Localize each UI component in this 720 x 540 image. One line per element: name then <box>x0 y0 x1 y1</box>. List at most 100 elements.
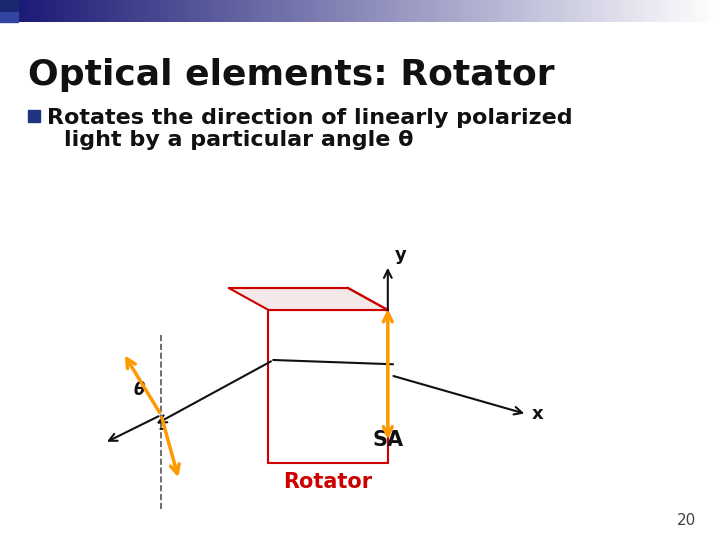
Bar <box>272 0 276 22</box>
Bar <box>129 0 132 22</box>
Text: Optical elements: Rotator: Optical elements: Rotator <box>28 58 554 92</box>
Bar <box>100 0 104 22</box>
Bar <box>50 0 54 22</box>
Bar <box>698 0 701 22</box>
Bar <box>637 0 641 22</box>
Bar <box>0 0 18 10</box>
Bar <box>544 0 548 22</box>
Bar <box>630 0 634 22</box>
Bar <box>701 0 705 22</box>
Bar <box>677 0 680 22</box>
Bar <box>566 0 570 22</box>
Bar <box>361 0 365 22</box>
Bar <box>498 0 501 22</box>
Bar <box>408 0 412 22</box>
Polygon shape <box>229 288 388 310</box>
Bar <box>89 0 93 22</box>
Bar <box>165 0 168 22</box>
Bar <box>601 0 605 22</box>
Bar <box>505 0 508 22</box>
Bar <box>218 0 222 22</box>
Bar <box>454 0 458 22</box>
Bar <box>333 0 336 22</box>
Bar <box>54 0 58 22</box>
Bar <box>537 0 541 22</box>
Bar <box>390 0 394 22</box>
Bar <box>75 0 78 22</box>
Bar <box>297 0 301 22</box>
Bar <box>215 0 218 22</box>
Bar <box>662 0 666 22</box>
Bar <box>4 0 7 22</box>
Bar <box>325 0 329 22</box>
Bar <box>626 0 630 22</box>
Bar <box>680 0 684 22</box>
Bar <box>140 0 143 22</box>
Bar <box>93 0 96 22</box>
Bar <box>376 0 379 22</box>
Bar <box>583 0 587 22</box>
Polygon shape <box>269 310 388 463</box>
Text: SA: SA <box>372 430 403 450</box>
Bar <box>340 0 343 22</box>
Bar <box>78 0 82 22</box>
Text: θ: θ <box>133 381 145 399</box>
Bar <box>562 0 566 22</box>
Bar <box>347 0 351 22</box>
Bar <box>608 0 612 22</box>
Bar <box>315 0 318 22</box>
Bar <box>652 0 655 22</box>
Bar <box>519 0 523 22</box>
Bar <box>397 0 401 22</box>
Bar <box>25 0 29 22</box>
Bar <box>168 0 172 22</box>
Bar <box>552 0 555 22</box>
Bar <box>465 0 469 22</box>
Bar <box>605 0 608 22</box>
Bar <box>684 0 688 22</box>
Bar <box>22 0 25 22</box>
Bar <box>207 0 211 22</box>
Bar <box>673 0 677 22</box>
Bar <box>82 0 86 22</box>
Bar <box>494 0 498 22</box>
Bar <box>372 0 376 22</box>
Bar <box>269 0 272 22</box>
Bar <box>47 0 50 22</box>
Bar <box>32 0 36 22</box>
Bar <box>394 0 397 22</box>
Bar <box>619 0 623 22</box>
Text: light by a particular angle θ: light by a particular angle θ <box>63 130 413 150</box>
Bar <box>351 0 354 22</box>
Bar <box>190 0 193 22</box>
Text: y: y <box>395 246 407 264</box>
Bar <box>265 0 269 22</box>
Bar <box>18 0 22 22</box>
Bar <box>526 0 530 22</box>
Bar <box>447 0 451 22</box>
Bar <box>655 0 659 22</box>
Bar <box>712 0 716 22</box>
Bar <box>383 0 387 22</box>
Bar <box>580 0 583 22</box>
Bar <box>279 0 283 22</box>
Bar <box>14 0 18 22</box>
Bar <box>387 0 390 22</box>
Bar <box>58 0 61 22</box>
Bar <box>472 0 476 22</box>
Bar <box>534 0 537 22</box>
Bar <box>236 0 240 22</box>
Text: x: x <box>532 405 544 423</box>
Bar <box>365 0 369 22</box>
Bar <box>541 0 544 22</box>
Bar <box>419 0 423 22</box>
Bar <box>469 0 472 22</box>
Bar <box>261 0 265 22</box>
Bar <box>222 0 225 22</box>
Bar <box>587 0 590 22</box>
Bar <box>312 0 315 22</box>
Bar <box>28 110 40 122</box>
Bar <box>68 0 71 22</box>
Bar <box>501 0 505 22</box>
Bar <box>122 0 125 22</box>
